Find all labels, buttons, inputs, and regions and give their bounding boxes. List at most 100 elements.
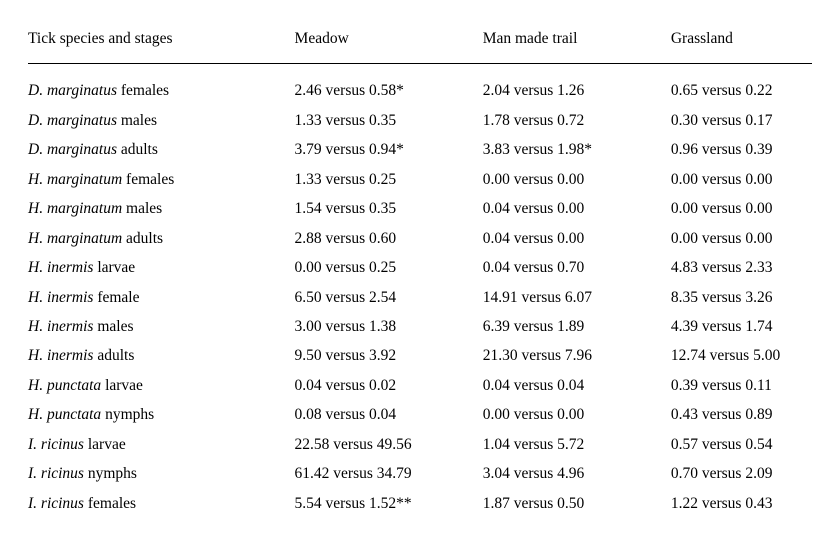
cell-species: D. marginatus females	[28, 64, 295, 106]
species-stage: females	[126, 171, 174, 188]
table-header-row: Tick species and stages Meadow Man made …	[28, 18, 812, 64]
cell-species: D. marginatus males	[28, 106, 295, 135]
tick-table: Tick species and stages Meadow Man made …	[28, 18, 812, 518]
species-name: H. marginatum	[28, 200, 122, 217]
cell-meadow: 9.50 versus 3.92	[295, 341, 483, 370]
species-name: H. marginatum	[28, 230, 122, 247]
cell-meadow: 61.42 versus 34.79	[295, 459, 483, 488]
table-row: I. ricinus larvae22.58 versus 49.561.04 …	[28, 430, 812, 459]
cell-meadow: 2.46 versus 0.58*	[295, 64, 483, 106]
cell-species: D. marginatus adults	[28, 135, 295, 164]
cell-grass: 0.96 versus 0.39	[671, 135, 812, 164]
col-header-trail: Man made trail	[483, 18, 671, 64]
cell-species: H. inermis female	[28, 283, 295, 312]
cell-meadow: 6.50 versus 2.54	[295, 283, 483, 312]
col-header-meadow: Meadow	[295, 18, 483, 64]
table-row: H. inermis larvae0.00 versus 0.250.04 ve…	[28, 253, 812, 282]
cell-grass: 0.65 versus 0.22	[671, 64, 812, 106]
cell-species: H. inermis adults	[28, 341, 295, 370]
cell-meadow: 1.33 versus 0.25	[295, 165, 483, 194]
cell-grass: 0.00 versus 0.00	[671, 194, 812, 223]
cell-trail: 14.91 versus 6.07	[483, 283, 671, 312]
cell-grass: 0.00 versus 0.00	[671, 224, 812, 253]
cell-species: H. inermis males	[28, 312, 295, 341]
cell-grass: 0.43 versus 0.89	[671, 400, 812, 429]
cell-trail: 3.04 versus 4.96	[483, 459, 671, 488]
species-stage: larvae	[105, 377, 143, 394]
cell-meadow: 22.58 versus 49.56	[295, 430, 483, 459]
species-name: I. ricinus	[28, 465, 84, 482]
species-name: D. marginatus	[28, 82, 117, 99]
species-stage: larvae	[97, 259, 135, 276]
species-name: D. marginatus	[28, 112, 117, 129]
cell-grass: 0.39 versus 0.11	[671, 371, 812, 400]
species-stage: males	[126, 200, 162, 217]
cell-meadow: 5.54 versus 1.52**	[295, 489, 483, 518]
cell-grass: 0.70 versus 2.09	[671, 459, 812, 488]
cell-trail: 2.04 versus 1.26	[483, 64, 671, 106]
species-name: H. inermis	[28, 259, 93, 276]
cell-species: H. inermis larvae	[28, 253, 295, 282]
cell-grass: 4.83 versus 2.33	[671, 253, 812, 282]
species-name: H. inermis	[28, 289, 93, 306]
cell-species: H. marginatum adults	[28, 224, 295, 253]
species-name: H. punctata	[28, 377, 101, 394]
species-stage: adults	[126, 230, 163, 247]
species-stage: nymphs	[105, 406, 154, 423]
cell-trail: 0.04 versus 0.70	[483, 253, 671, 282]
cell-meadow: 0.04 versus 0.02	[295, 371, 483, 400]
table-row: I. ricinus nymphs61.42 versus 34.793.04 …	[28, 459, 812, 488]
species-name: I. ricinus	[28, 436, 84, 453]
cell-trail: 1.04 versus 5.72	[483, 430, 671, 459]
cell-meadow: 0.08 versus 0.04	[295, 400, 483, 429]
table-row: D. marginatus females2.46 versus 0.58*2.…	[28, 64, 812, 106]
species-name: H. punctata	[28, 406, 101, 423]
species-stage: males	[121, 112, 157, 129]
col-header-species: Tick species and stages	[28, 18, 295, 64]
cell-trail: 3.83 versus 1.98*	[483, 135, 671, 164]
cell-species: I. ricinus females	[28, 489, 295, 518]
species-stage: males	[97, 318, 133, 335]
table-row: D. marginatus adults3.79 versus 0.94*3.8…	[28, 135, 812, 164]
cell-grass: 12.74 versus 5.00	[671, 341, 812, 370]
cell-species: H. marginatum males	[28, 194, 295, 223]
species-stage: females	[88, 495, 136, 512]
cell-grass: 8.35 versus 3.26	[671, 283, 812, 312]
species-stage: adults	[121, 141, 158, 158]
cell-meadow: 3.79 versus 0.94*	[295, 135, 483, 164]
table-row: H. marginatum adults2.88 versus 0.600.04…	[28, 224, 812, 253]
species-name: I. ricinus	[28, 495, 84, 512]
species-name: H. inermis	[28, 347, 93, 364]
table-row: H. inermis female6.50 versus 2.5414.91 v…	[28, 283, 812, 312]
cell-meadow: 1.33 versus 0.35	[295, 106, 483, 135]
cell-trail: 0.00 versus 0.00	[483, 165, 671, 194]
table-row: H. punctata nymphs0.08 versus 0.040.00 v…	[28, 400, 812, 429]
table-row: H. marginatum females1.33 versus 0.250.0…	[28, 165, 812, 194]
cell-trail: 6.39 versus 1.89	[483, 312, 671, 341]
species-stage: larvae	[88, 436, 126, 453]
species-stage: female	[97, 289, 139, 306]
cell-grass: 0.57 versus 0.54	[671, 430, 812, 459]
table-row: I. ricinus females5.54 versus 1.52**1.87…	[28, 489, 812, 518]
table-body: D. marginatus females2.46 versus 0.58*2.…	[28, 64, 812, 518]
cell-trail: 1.78 versus 0.72	[483, 106, 671, 135]
cell-grass: 4.39 versus 1.74	[671, 312, 812, 341]
cell-trail: 1.87 versus 0.50	[483, 489, 671, 518]
cell-species: I. ricinus larvae	[28, 430, 295, 459]
table-row: H. punctata larvae0.04 versus 0.020.04 v…	[28, 371, 812, 400]
cell-species: H. punctata nymphs	[28, 400, 295, 429]
cell-trail: 0.04 versus 0.00	[483, 194, 671, 223]
cell-trail: 0.04 versus 0.00	[483, 224, 671, 253]
table-row: H. marginatum males1.54 versus 0.350.04 …	[28, 194, 812, 223]
species-stage: females	[121, 82, 169, 99]
species-name: H. inermis	[28, 318, 93, 335]
col-header-grass: Grassland	[671, 18, 812, 64]
cell-grass: 1.22 versus 0.43	[671, 489, 812, 518]
cell-grass: 0.00 versus 0.00	[671, 165, 812, 194]
cell-grass: 0.30 versus 0.17	[671, 106, 812, 135]
cell-species: I. ricinus nymphs	[28, 459, 295, 488]
cell-trail: 21.30 versus 7.96	[483, 341, 671, 370]
cell-trail: 0.00 versus 0.00	[483, 400, 671, 429]
species-name: H. marginatum	[28, 171, 122, 188]
cell-species: H. punctata larvae	[28, 371, 295, 400]
